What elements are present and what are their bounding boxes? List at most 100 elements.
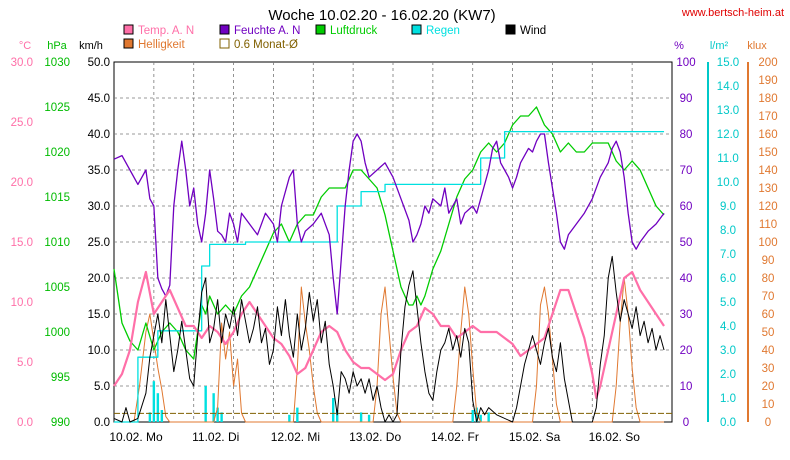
tick-rain: 14.0: [717, 81, 739, 93]
legend-swatch: [315, 24, 326, 35]
tick-light: 70: [762, 291, 775, 303]
tick-press: 1020: [44, 147, 70, 159]
tick-hum: 10: [680, 381, 693, 393]
tick-press: 1025: [44, 102, 70, 114]
rain-bar: [288, 414, 291, 422]
x-day-label: 16.02. So: [589, 430, 641, 444]
tick-wind: 15.0: [88, 309, 110, 321]
tick-hum: 40: [680, 273, 693, 285]
tick-light: 60: [762, 309, 775, 321]
axis-unit-labels: °C hPa km/h% l/m² klux: [19, 40, 767, 52]
tick-press: 1030: [44, 57, 70, 69]
tick-press: 995: [51, 372, 70, 384]
tick-light: 50: [762, 327, 775, 339]
tick-wind: 0.0: [94, 417, 110, 429]
tick-temp: 30.0: [11, 57, 33, 69]
rain-bar: [296, 407, 299, 422]
tick-rain: 8.0: [720, 225, 736, 237]
tick-hum: 50: [680, 237, 693, 249]
tick-temp: 15.0: [11, 237, 33, 249]
legend-label: Temp. A. N: [138, 25, 194, 37]
rain-bar: [471, 410, 474, 422]
legend-swatch: [505, 24, 516, 35]
series-wind: [113, 255, 665, 423]
tick-press: 1010: [44, 237, 70, 249]
tick-light: 200: [758, 57, 777, 69]
tick-press: 1005: [44, 282, 70, 294]
tick-temp: 10.0: [11, 297, 33, 309]
tick-light: 140: [758, 165, 777, 177]
x-day-label: 11.02. Di: [192, 430, 239, 444]
rain-bar: [487, 412, 490, 422]
rain-bar: [336, 410, 339, 422]
tick-temp: 0.0: [17, 417, 33, 429]
x-day-label: 15.02. Sa: [509, 430, 561, 444]
tick-rain: 4.0: [720, 321, 736, 333]
axis-ticks: 0.05.010.015.020.025.030.099099510001005…: [11, 57, 778, 429]
tick-hum: 70: [680, 165, 693, 177]
legend-label: Luftdruck: [330, 25, 378, 37]
tick-rain: 15.0: [717, 57, 739, 69]
tick-press: 1000: [44, 327, 70, 339]
tick-light: 130: [758, 183, 777, 195]
x-day-label: 13.02. Do: [349, 430, 401, 444]
tick-rain: 7.0: [720, 249, 736, 261]
tick-light: 180: [758, 93, 777, 105]
tick-temp: 20.0: [11, 177, 33, 189]
unit-temp: °C: [19, 40, 31, 52]
tick-light: 10: [762, 399, 775, 411]
rain-bar: [152, 381, 156, 422]
tick-temp: 5.0: [17, 357, 33, 369]
rain-bar: [220, 412, 223, 422]
plot-area: [113, 61, 673, 423]
series-rain-total: [114, 130, 665, 423]
tick-rain: 11.0: [717, 153, 739, 165]
tick-light: 30: [762, 363, 775, 375]
rain-bar: [332, 398, 335, 422]
tick-wind: 35.0: [88, 165, 110, 177]
tick-temp: 25.0: [11, 117, 33, 129]
legend-label: Feuchte A. N: [234, 25, 300, 37]
tick-wind: 40.0: [88, 129, 110, 141]
tick-hum: 20: [680, 345, 693, 357]
rain-bar: [204, 386, 207, 422]
rain-bar: [156, 393, 160, 422]
legend-swatch: [411, 24, 422, 35]
series-light: [114, 277, 665, 423]
tick-light: 160: [758, 129, 777, 141]
tick-hum: 90: [680, 93, 693, 105]
tick-wind: 50.0: [88, 57, 110, 69]
series-humidity: [113, 133, 665, 315]
unit-light: klux: [747, 40, 767, 52]
legend-swatch: [219, 24, 230, 35]
legend: Temp. A. N Feuchte A. N Luftdruck Regen Wind…: [123, 24, 546, 51]
site-url[interactable]: www.bertsch-heim.at: [681, 7, 784, 19]
rain-bar: [212, 393, 215, 422]
tick-press: 1015: [44, 192, 70, 204]
series-pressure: [113, 106, 665, 360]
tick-rain: 1.0: [720, 393, 736, 405]
tick-rain: 0.0: [720, 417, 736, 429]
tick-wind: 30.0: [88, 201, 110, 213]
rain-bar: [475, 407, 478, 422]
legend-swatch: [219, 38, 230, 49]
tick-rain: 9.0: [720, 201, 736, 213]
rain-bar: [148, 412, 152, 422]
tick-hum: 80: [680, 129, 693, 141]
tick-wind: 5.0: [94, 381, 110, 393]
legend-label: Wind: [520, 25, 546, 37]
x-day-label: 14.02. Fr: [431, 430, 479, 444]
tick-light: 90: [762, 255, 775, 267]
rain-bar: [216, 407, 219, 422]
tick-light: 150: [758, 147, 777, 159]
rain-bar: [479, 414, 482, 422]
tick-light: 120: [758, 201, 777, 213]
chart-title: Woche 10.02.20 - 16.02.20 (KW7): [268, 7, 495, 24]
x-day-label: 10.02. Mo: [109, 430, 163, 444]
tick-rain: 10.0: [717, 177, 739, 189]
x-day-label: 12.02. Mi: [271, 430, 320, 444]
legend-swatch: [123, 24, 134, 35]
tick-light: 100: [758, 237, 777, 249]
tick-rain: 6.0: [720, 273, 736, 285]
